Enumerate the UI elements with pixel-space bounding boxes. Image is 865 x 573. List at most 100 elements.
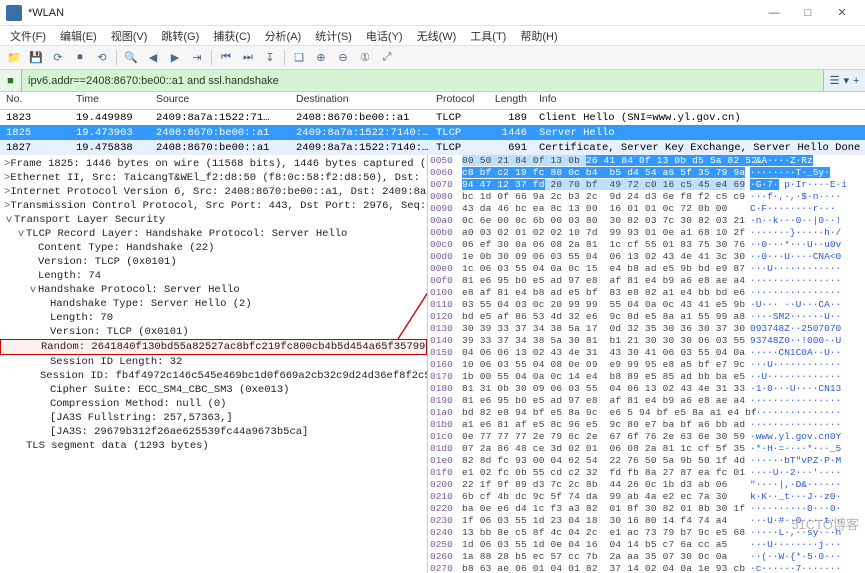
column-header[interactable]: Source xyxy=(150,92,290,109)
minimize-button[interactable]: — xyxy=(757,2,791,24)
hex-line[interactable]: 00a00c 6e 00 0c 6b 00 03 80 30 82 03 7c … xyxy=(428,215,865,227)
hex-line[interactable]: 00b0a0 03 02 01 02 02 10 7d 99 93 01 0e … xyxy=(428,227,865,239)
column-header[interactable]: Time xyxy=(70,92,150,109)
column-header[interactable]: Destination xyxy=(290,92,430,109)
maximize-button[interactable]: □ xyxy=(791,2,825,24)
hex-line[interactable]: 01a0bd 82 e8 94 bf e5 8a 9c e6 5 94 bf e… xyxy=(428,407,865,419)
reload-icon[interactable]: ⟳ xyxy=(48,48,68,68)
tree-twisty-icon[interactable]: v xyxy=(4,213,14,227)
hex-line[interactable]: 007094 47 12 37 fd 20 70 bf 49 72 c0 16 … xyxy=(428,179,865,191)
hex-line[interactable]: 01b0a1 e6 81 af e5 8c 96 e5 9c 80 e7 ba … xyxy=(428,419,865,431)
auto-icon[interactable]: ↧ xyxy=(260,48,280,68)
hex-line[interactable]: 016010 06 03 55 04 08 0e 09 e9 99 95 e8 … xyxy=(428,359,865,371)
colorize-icon[interactable]: ❏ xyxy=(289,48,309,68)
hex-line[interactable]: 0080bc 1d 0f 66 9a 2c b3 2c 9d 24 d3 6e … xyxy=(428,191,865,203)
packet-bytes-hex[interactable]: 005000 50 21 84 0f 13 0b 26 41 84 0f 13 … xyxy=(428,155,865,573)
column-header[interactable]: No. xyxy=(0,92,70,109)
hex-line[interactable]: 020022 1f 9f 89 d3 7c 2c 8b 44 26 0c 1b … xyxy=(428,479,865,491)
zoomin-icon[interactable]: ⊕ xyxy=(311,48,331,68)
menu-item[interactable]: 帮助(H) xyxy=(514,27,563,45)
tree-node[interactable]: >Transmission Control Protocol, Src Port… xyxy=(0,199,427,213)
hex-line[interactable]: 01701b 00 55 04 0a 0c 14 e4 b8 89 e5 85 … xyxy=(428,371,865,383)
tree-node[interactable]: Cipher Suite: ECC_SM4_CBC_SM3 (0xe013) xyxy=(0,383,427,397)
find-icon[interactable]: 🔍 xyxy=(121,48,141,68)
column-header[interactable]: Protocol xyxy=(430,92,485,109)
menu-item[interactable]: 分析(A) xyxy=(259,27,308,45)
zoom100-icon[interactable]: ① xyxy=(355,48,375,68)
restart-icon[interactable]: ⟲ xyxy=(92,48,112,68)
menu-item[interactable]: 统计(S) xyxy=(309,27,358,45)
tree-node[interactable]: vTransport Layer Security xyxy=(0,213,427,227)
hex-line[interactable]: 01d007 2a 86 48 ce 3d 02 01 06 08 2a 81 … xyxy=(428,443,865,455)
tree-twisty-icon[interactable]: v xyxy=(28,283,38,297)
close-button[interactable]: ✕ xyxy=(825,2,859,24)
tree-node[interactable]: >Internet Protocol Version 6, Src: 2408:… xyxy=(0,185,427,199)
hex-line[interactable]: 005000 50 21 84 0f 13 0b 26 41 84 0f 13 … xyxy=(428,155,865,167)
tree-node[interactable]: Session ID Length: 32 xyxy=(0,355,427,369)
tree-node[interactable]: Length: 74 xyxy=(0,269,427,283)
menu-item[interactable]: 工具(T) xyxy=(464,27,512,45)
hex-line[interactable]: 00e01c 06 03 55 04 0a 0c 15 e4 b8 ad e5 … xyxy=(428,263,865,275)
hex-line[interactable]: 00f081 e6 95 b0 e5 ad 97 e8 af 81 e4 b9 … xyxy=(428,275,865,287)
fwd-icon[interactable]: ▶ xyxy=(165,48,185,68)
tree-node[interactable]: TLS segment data (1293 bytes) xyxy=(0,439,427,453)
zoomout-icon[interactable]: ⊖ xyxy=(333,48,353,68)
hex-line[interactable]: 00d01e 0b 30 09 06 03 55 04 06 13 02 43 … xyxy=(428,251,865,263)
hex-line[interactable]: 019081 e6 95 b0 e5 ad 97 e8 af 81 e4 b9 … xyxy=(428,395,865,407)
packet-row[interactable]: 182719.4758382408:8670:be00::a12409:8a7a… xyxy=(0,140,865,155)
hex-line[interactable]: 018081 31 0b 30 09 06 03 55 04 06 13 02 … xyxy=(428,383,865,395)
filter-actions[interactable]: ☰▾ + xyxy=(823,70,865,91)
hex-line[interactable]: 01f0e1 02 fc 0b 55 cd c2 32 fd fb 8a 27 … xyxy=(428,467,865,479)
tree-twisty-icon[interactable]: v xyxy=(16,227,26,241)
hex-line[interactable]: 02601a 88 28 b5 ec 57 cc 7b 2a aa 35 07 … xyxy=(428,551,865,563)
menu-item[interactable]: 文件(F) xyxy=(4,27,52,45)
menu-item[interactable]: 跳转(G) xyxy=(155,27,205,45)
hex-line[interactable]: 013030 39 33 37 34 38 5a 17 0d 32 35 30 … xyxy=(428,323,865,335)
menu-item[interactable]: 电话(Y) xyxy=(360,27,409,45)
hex-line[interactable]: 0100e8 af 81 e4 b8 ad e5 bf 83 e8 82 a1 … xyxy=(428,287,865,299)
jump-icon[interactable]: ⇥ xyxy=(187,48,207,68)
column-header[interactable]: Length xyxy=(485,92,533,109)
column-header[interactable]: Info xyxy=(533,92,865,109)
tree-node[interactable]: Version: TLCP (0x0101) xyxy=(0,325,427,339)
filter-action-icon[interactable]: ☰ xyxy=(830,74,840,87)
packet-details-tree[interactable]: >Frame 1825: 1446 bytes on wire (11568 b… xyxy=(0,155,428,573)
tree-node[interactable]: Compression Method: null (0) xyxy=(0,397,427,411)
tree-node[interactable]: vTLCP Record Layer: Handshake Protocol: … xyxy=(0,227,427,241)
hex-line[interactable]: 0270b8 63 ae 06 01 04 01 82 37 14 02 04 … xyxy=(428,563,865,573)
menu-item[interactable]: 编辑(E) xyxy=(54,27,103,45)
tree-node[interactable]: >Ethernet II, Src: TaicangT&WEl_f2:d8:50… xyxy=(0,171,427,185)
first-icon[interactable]: ⏮ xyxy=(216,48,236,68)
back-icon[interactable]: ◀ xyxy=(143,48,163,68)
hex-line[interactable]: 0060c8 bf c2 19 fc 80 0c b4 b5 d4 54 a6 … xyxy=(428,167,865,179)
hex-line[interactable]: 014039 33 37 34 38 5a 30 81 b1 21 30 30 … xyxy=(428,335,865,347)
stop-icon[interactable]: ⏹ xyxy=(70,48,90,68)
filter-action-icon[interactable]: + xyxy=(853,75,859,87)
hex-line[interactable]: 01e082 8d fc 93 00 04 62 54 22 76 50 5a … xyxy=(428,455,865,467)
tree-node[interactable]: Session ID: fb4f4972c146c545e469bc1d0f66… xyxy=(0,369,427,383)
save-icon[interactable]: 💾 xyxy=(26,48,46,68)
hex-line[interactable]: 011003 55 04 03 0c 20 99 99 55 04 0a 0c … xyxy=(428,299,865,311)
tree-node[interactable]: [JA3S Fullstring: 257,57363,] xyxy=(0,411,427,425)
menu-item[interactable]: 捕获(C) xyxy=(207,27,256,45)
hex-line[interactable]: 02501d 06 03 55 1d 0e 04 16 04 14 b5 c7 … xyxy=(428,539,865,551)
packet-row[interactable]: 182519.4739032408:8670:be00::a12409:8a7a… xyxy=(0,125,865,140)
menu-item[interactable]: 无线(W) xyxy=(411,27,463,45)
hex-line[interactable]: 01c00e 77 77 77 2e 79 6c 2e 67 6f 76 2e … xyxy=(428,431,865,443)
filter-bookmark-icon[interactable]: ■ xyxy=(0,70,22,91)
filter-action-icon[interactable]: ▾ xyxy=(843,74,849,87)
tree-node[interactable]: Version: TLCP (0x0101) xyxy=(0,255,427,269)
tree-node[interactable]: >Frame 1825: 1446 bytes on wire (11568 b… xyxy=(0,157,427,171)
folder-icon[interactable]: 📁 xyxy=(4,48,24,68)
resize-icon[interactable]: ⤢ xyxy=(377,48,397,68)
tree-node[interactable]: Length: 70 xyxy=(0,311,427,325)
hex-line[interactable]: 009043 da 46 bc ea 8c 13 00 16 01 01 0c … xyxy=(428,203,865,215)
packet-row[interactable]: 182319.4499892409:8a7a:1522:71…2408:8670… xyxy=(0,110,865,125)
tree-node[interactable]: Random: 2641840f130bd55a82527ac8bfc219fc… xyxy=(0,339,427,355)
hex-line[interactable]: 015004 06 06 13 02 43 4e 31 43 30 41 06 … xyxy=(428,347,865,359)
hex-line[interactable]: 0120bd e5 af 86 53 4d 32 e6 9c 8d e5 8a … xyxy=(428,311,865,323)
display-filter-input[interactable] xyxy=(22,70,823,91)
hex-line[interactable]: 02106b cf 4b dc 9c 5f 74 da 99 ab 4a e2 … xyxy=(428,491,865,503)
tree-node[interactable]: Content Type: Handshake (22) xyxy=(0,241,427,255)
menu-item[interactable]: 视图(V) xyxy=(105,27,154,45)
